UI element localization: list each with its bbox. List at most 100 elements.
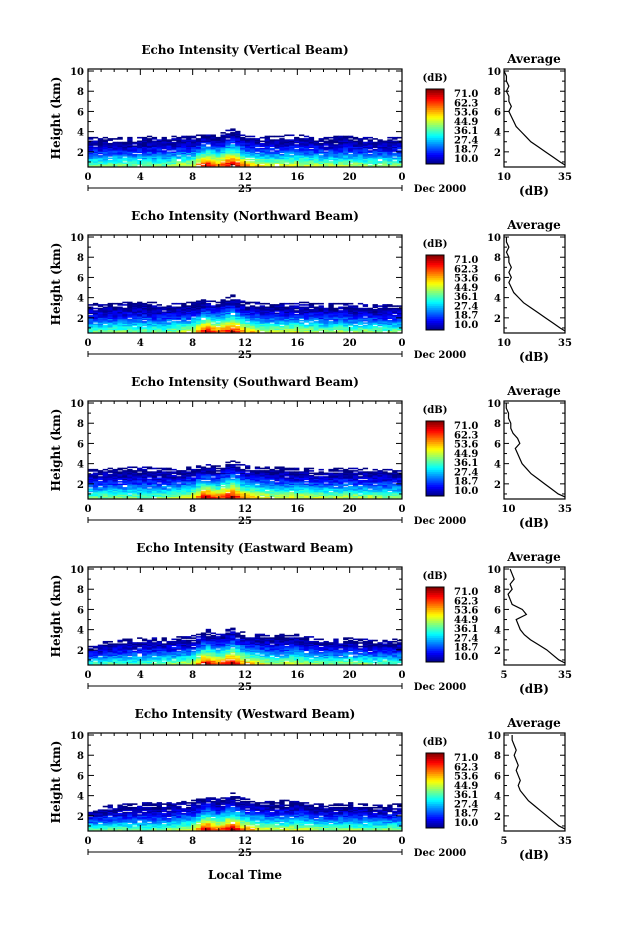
heatmap-cell (249, 325, 256, 328)
heatmap-cell (97, 144, 104, 146)
heatmap-cell (230, 159, 236, 162)
heatmap-cell (122, 654, 128, 656)
heatmap-cell (323, 149, 329, 151)
heatmap-cell (352, 488, 359, 490)
heatmap-cell (397, 324, 403, 327)
heatmap-cell (249, 142, 256, 145)
heatmap-cell (88, 158, 94, 161)
heatmap-cell (181, 319, 187, 322)
heatmap-cell (235, 474, 241, 477)
heatmap-cell (220, 330, 226, 333)
heatmap-cell (235, 328, 241, 330)
heatmap-cell (151, 144, 158, 146)
heatmap-cell (200, 466, 207, 469)
heatmap-cell (303, 159, 310, 162)
heatmap-cell (156, 318, 162, 321)
heatmap-cell (171, 495, 177, 498)
heatmap-cell (137, 155, 143, 157)
heatmap-cell (215, 324, 221, 327)
heatmap-cell (343, 471, 349, 473)
heatmap-cell (377, 478, 383, 481)
heatmap-cell (240, 476, 246, 478)
heatmap-cell (210, 312, 216, 315)
heatmap-cell (377, 485, 383, 488)
heatmap-cell (362, 479, 369, 482)
x-tick-label: 12 (238, 338, 252, 349)
heatmap-cell (397, 311, 403, 313)
heatmap-cell (274, 494, 280, 496)
heatmap-cell (195, 465, 202, 467)
heatmap-cell (372, 322, 378, 324)
heatmap-cell (156, 141, 162, 144)
heatmap-cell (240, 312, 246, 315)
heatmap-cell (274, 493, 280, 495)
heatmap-cell (97, 163, 104, 166)
heatmap-cell (313, 327, 319, 329)
heatmap-cell (328, 153, 334, 156)
heatmap-cell (294, 328, 300, 330)
heatmap-cell (279, 302, 285, 305)
heatmap-cell (264, 473, 270, 476)
heatmap-cell (333, 140, 339, 143)
heatmap-cell (240, 482, 246, 484)
heatmap-cell (240, 327, 246, 329)
heatmap-cell (235, 301, 241, 304)
heatmap-cell (279, 151, 285, 154)
heatmap-cell (102, 321, 109, 323)
heatmap-cell (156, 472, 162, 475)
heatmap-cell (102, 476, 109, 478)
heatmap-cell (112, 163, 118, 166)
colorbar-swatch (426, 89, 444, 92)
heatmap-cell (92, 327, 99, 329)
heatmap-cell (156, 471, 162, 473)
heatmap-cell (357, 156, 364, 158)
heatmap-cell (230, 155, 236, 157)
heatmap-cell (191, 164, 197, 167)
heatmap-cell (112, 149, 118, 151)
heatmap-cell (298, 316, 305, 318)
heatmap-cell (372, 496, 378, 499)
heatmap-cell (88, 330, 94, 333)
heatmap-cell (269, 316, 275, 318)
heatmap-cell (372, 156, 378, 158)
heatmap-cell (210, 327, 216, 329)
heatmap-cell (362, 146, 369, 149)
heatmap-cell (107, 153, 113, 156)
heatmap-cell (308, 491, 315, 494)
heatmap-cell (146, 146, 153, 149)
heatmap-cell (279, 485, 285, 488)
heatmap-cell (117, 654, 123, 656)
heatmap-cell (367, 496, 373, 499)
heatmap-cell (387, 156, 393, 158)
heatmap-cell (122, 151, 128, 154)
heatmap-cell (122, 307, 128, 310)
heatmap-cell (235, 308, 241, 311)
heatmap-cell (279, 308, 285, 311)
heatmap-cell (141, 305, 148, 307)
heatmap-cell (112, 474, 118, 477)
heatmap-cell (191, 481, 197, 483)
heatmap-cell (259, 324, 266, 327)
heatmap-cell (377, 153, 383, 156)
heatmap-cell (303, 488, 310, 490)
heatmap-cell (220, 141, 226, 144)
heatmap-cell (141, 306, 148, 309)
colorbar-swatch (426, 143, 444, 146)
heatmap-cell (117, 328, 123, 330)
heatmap-cell (343, 473, 349, 476)
heatmap-cell (367, 491, 373, 494)
heatmap-cell (245, 155, 251, 157)
heatmap-cell (195, 144, 202, 146)
heatmap-cell (151, 155, 158, 157)
heatmap-cell (215, 328, 221, 330)
heatmap-cell (112, 156, 118, 158)
heatmap-cell (382, 493, 388, 495)
colorbar-swatch (426, 260, 444, 263)
heatmap-cell (392, 323, 398, 326)
heatmap-cell (245, 147, 251, 150)
heatmap-cell (220, 495, 226, 498)
heatmap-cell (254, 139, 261, 141)
heatmap-cell (235, 312, 241, 315)
heatmap-cell (235, 493, 241, 495)
heatmap-cell (274, 321, 280, 323)
